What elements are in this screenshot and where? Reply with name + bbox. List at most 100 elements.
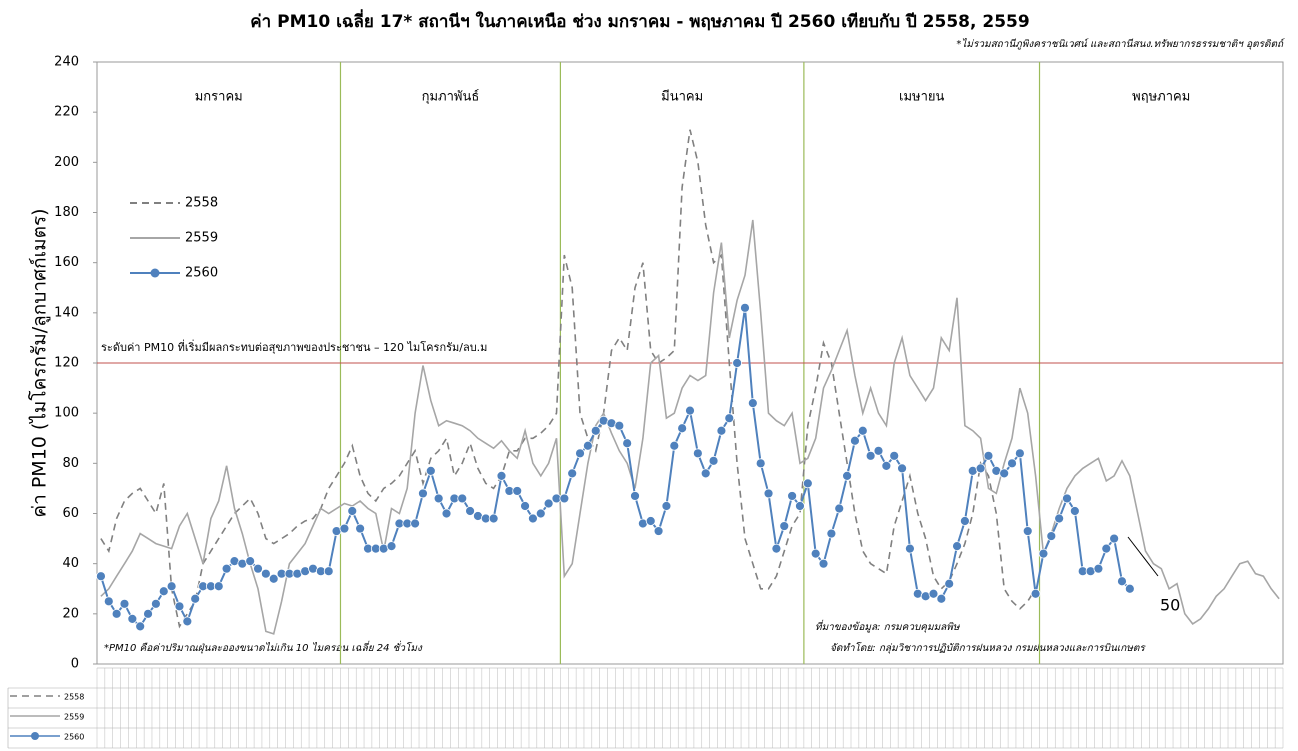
data-point [669,440,680,451]
data-point [1054,513,1065,524]
data-point [928,588,939,599]
data-point [339,523,350,534]
chart-subtitle: *ไม่รวมสถานีภูพิงคราชนิเวศน์ และสถานีสนง… [956,38,1285,50]
data-point [143,608,153,619]
table-marker [31,732,39,740]
data-point [418,488,428,499]
data-point [528,513,538,524]
data-point [881,460,892,471]
y-tick-label: 140 [54,305,79,320]
data-point [983,450,994,461]
y-tick-label: 160 [54,255,79,270]
data-point [865,450,876,461]
table-row-label: 2560 [64,733,84,742]
y-tick-label: 200 [54,155,79,170]
data-point [174,601,185,612]
table-row-label: 2559 [64,713,84,722]
data-point [1109,533,1120,544]
data-point [685,405,695,416]
note: ที่มาของข้อมูล: กรมควบคุมมลพิษ [815,619,961,633]
data-point [103,596,114,607]
data-point [433,493,444,504]
data-point [661,501,672,511]
data-point [182,616,193,627]
note: *PM10 คือค่าปริมาณฝุ่นละอองขนาดไม่เกิน 1… [104,640,423,654]
data-point [166,581,177,592]
data-point [952,541,962,552]
data-point [842,470,852,481]
series-line [100,129,1037,629]
data-point [1062,493,1072,504]
data-point [543,498,554,509]
data-point [802,478,813,489]
data-point [716,425,727,436]
data-point [755,458,766,469]
data-point [253,563,263,574]
y-tick-label: 180 [54,205,79,220]
data-point [425,465,436,476]
data-point [386,541,397,552]
data-point [645,516,656,526]
data-point [158,586,169,597]
data-point [810,548,821,559]
data-point [520,501,530,511]
data-point [1030,588,1041,599]
data-point [1101,543,1112,554]
data-point [692,448,703,459]
data-point [582,440,593,451]
data-point [1038,548,1049,559]
data-point [590,425,601,436]
data-point [622,438,633,449]
data-point [127,613,138,624]
data-point [653,526,664,536]
data-point [512,486,523,496]
data-point [677,423,688,434]
data-point [1117,576,1127,587]
y-tick-label: 80 [62,456,79,471]
data-point [260,568,271,579]
data-point [975,463,986,474]
data-point [465,506,475,516]
data-point [818,558,829,569]
data-point [889,450,900,461]
data-point [960,516,970,526]
data-point [1014,448,1025,459]
data-point [708,455,719,466]
data-point [1007,458,1017,469]
data-point [268,573,279,584]
data-point [771,543,782,554]
annotation: 50 [1160,596,1180,615]
data-point [190,593,201,604]
data-point [873,445,884,456]
data-point [897,463,907,474]
data-point [944,578,955,589]
data-point [999,468,1010,479]
note: จัดทำโดย: กลุ่มวิชาการปฏิบัติการฝนหลวง ก… [830,642,1146,654]
data-point [567,468,578,479]
data-point [826,528,837,539]
month-label: เมษายน [899,90,944,105]
data-point [747,398,758,409]
data-point [96,571,106,582]
data-point [410,518,420,529]
data-point [740,302,750,313]
y-tick-label: 40 [62,556,79,571]
table-row-label: 2558 [64,693,84,702]
data-point [347,506,358,516]
data-point [763,488,774,499]
month-label: พฤษภาคม [1132,90,1190,105]
data-point [535,508,546,519]
threshold-label: ระดับค่า PM10 ที่เริ่มมีผลกระทบต่อสุขภาพ… [101,339,487,354]
data-point [779,521,790,531]
legend-marker [150,268,160,278]
y-tick-label: 100 [54,406,79,421]
data-point [1046,531,1057,541]
data-point [496,470,507,481]
data-point [111,608,122,619]
data-point [614,420,625,431]
data-point [323,566,334,577]
month-label: กุมภาพันธ์ [422,89,480,105]
annotation-pointer [1127,536,1159,577]
y-tick-label: 120 [54,356,79,371]
